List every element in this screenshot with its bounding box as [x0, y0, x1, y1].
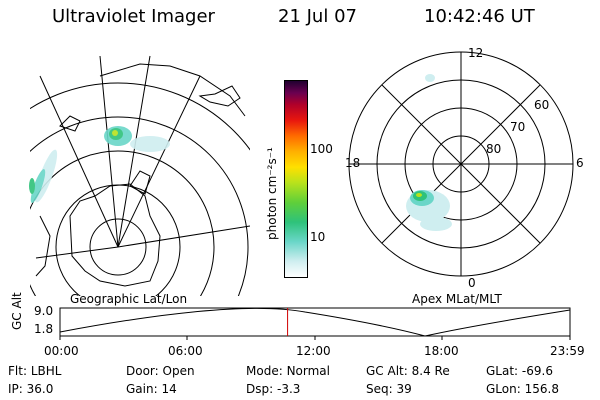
- mlt-label-18: 18: [345, 156, 361, 170]
- emission-patch: [112, 130, 118, 136]
- colorbar-tick-100: 100: [310, 142, 333, 156]
- info-seq: Seq: 39: [366, 382, 412, 396]
- info-value: Normal: [286, 364, 330, 378]
- mlt-label-0: 0: [468, 276, 476, 290]
- mlt-label-12: 12: [468, 46, 484, 60]
- info-label: GC Alt:: [366, 364, 408, 378]
- aurora-emission: [406, 74, 452, 231]
- lon-line: [35, 246, 119, 259]
- mlt-label-6: 6: [576, 156, 584, 170]
- mlat-label-70: 70: [510, 120, 526, 134]
- info-value: -69.6: [521, 364, 553, 378]
- info-label: GLat:: [486, 364, 519, 378]
- info-label: Seq:: [366, 382, 393, 396]
- lon-line: [117, 55, 151, 248]
- altitude-plot: [59, 307, 571, 340]
- coastline: [69, 183, 161, 287]
- info-mode: Mode: Normal: [246, 364, 330, 378]
- info-label: Mode:: [246, 364, 283, 378]
- geographic-map-panel: [29, 55, 250, 296]
- info-value: 14: [161, 382, 177, 396]
- emission-patch: [420, 217, 452, 231]
- lat-circle: [89, 218, 147, 276]
- apex-polar-panel: [348, 51, 574, 277]
- info-dsp: Dsp: -3.3: [246, 382, 300, 396]
- altitude-xtick-4: 23:59: [550, 344, 585, 358]
- aurora-emission: [29, 126, 170, 203]
- altitude-ytick-top: 9.0: [34, 304, 54, 318]
- info-glon: GLon: 156.8: [486, 382, 559, 396]
- info-value: Open: [162, 364, 195, 378]
- info-value: -3.3: [276, 382, 301, 396]
- mlat-label-60: 60: [534, 98, 550, 112]
- time-label: 10:42:46 UT: [424, 6, 535, 27]
- coastline: [99, 63, 246, 117]
- info-label: GLon:: [486, 382, 521, 396]
- lon-line: [99, 55, 119, 248]
- coastline: [129, 170, 151, 195]
- info-gain: Gain: 14: [126, 382, 177, 396]
- coastline: [198, 85, 241, 107]
- colorbar-unit-label: photon cm⁻²s⁻¹: [265, 147, 279, 240]
- emission-patch: [29, 178, 35, 194]
- date-label: 21 Jul 07: [278, 6, 357, 27]
- mlat-label-80: 80: [486, 142, 502, 156]
- lat-circle: [30, 150, 215, 296]
- geographic-panel-label: Geographic Lat/Lon: [70, 292, 188, 306]
- altitude-xtick-0: 00:00: [44, 344, 79, 358]
- info-value: 36.0: [26, 382, 54, 396]
- info-flt: Flt: LBHL: [8, 364, 61, 378]
- lat-circle: [30, 82, 250, 151]
- info-label: Dsp:: [246, 382, 274, 396]
- info-gc-alt: GC Alt: 8.4 Re: [366, 364, 450, 378]
- altitude-xtick-1: 06:00: [168, 344, 203, 358]
- emission-patch: [425, 74, 435, 82]
- info-glat: GLat: -69.6: [486, 364, 553, 378]
- emission-patch: [30, 169, 46, 203]
- lon-line: [117, 225, 250, 248]
- altitude-ylabel: GC Alt: [10, 292, 24, 330]
- coastline: [35, 215, 51, 277]
- info-label: IP:: [8, 382, 23, 396]
- info-ip: IP: 36.0: [8, 382, 53, 396]
- emission-patch: [416, 193, 422, 197]
- lon-line: [39, 75, 119, 248]
- lat-circle: [30, 116, 249, 296]
- altitude-ytick-bottom: 1.8: [34, 322, 54, 336]
- lon-line: [117, 75, 201, 248]
- info-door: Door: Open: [126, 364, 195, 378]
- mlt-line: [381, 84, 541, 244]
- coastline: [59, 115, 81, 132]
- instrument-title: Ultraviolet Imager: [52, 6, 215, 27]
- altitude-curve: [59, 307, 571, 337]
- xtick-marks: [59, 336, 571, 340]
- emission-patch: [130, 136, 170, 152]
- info-value: 156.8: [524, 382, 559, 396]
- info-value: 8.4 Re: [411, 364, 450, 378]
- info-label: Gain:: [126, 382, 158, 396]
- altitude-plot-frame: [59, 307, 571, 337]
- info-label: Flt:: [8, 364, 27, 378]
- colorbar-tick-10: 10: [310, 230, 326, 244]
- altitude-xtick-2: 12:00: [296, 344, 331, 358]
- altitude-xtick-3: 18:00: [424, 344, 459, 358]
- info-value: LBHL: [30, 364, 62, 378]
- info-value: 39: [396, 382, 412, 396]
- colorbar: [284, 80, 308, 278]
- apex-panel-label: Apex MLat/MLT: [412, 292, 502, 306]
- info-label: Door:: [126, 364, 159, 378]
